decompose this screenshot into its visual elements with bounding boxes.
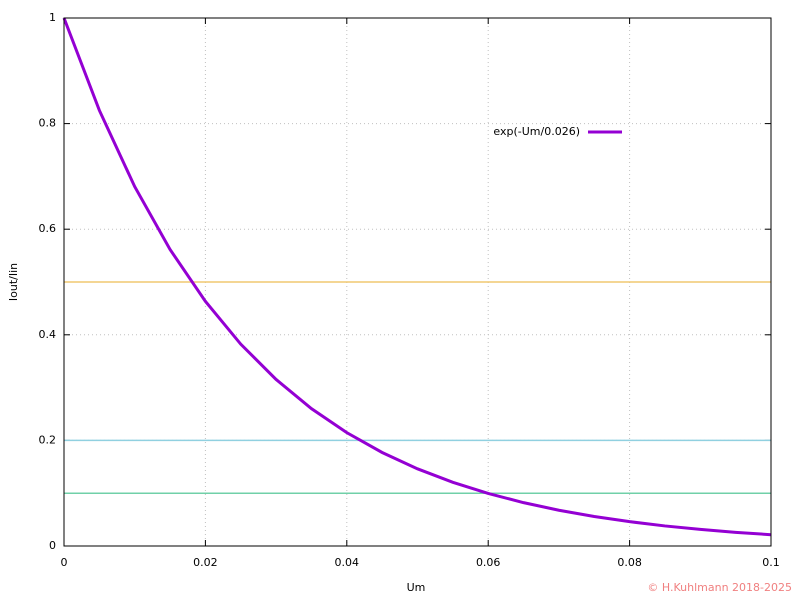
legend-label: exp(-Um/0.026) bbox=[493, 125, 580, 138]
credit: © H.Kuhlmann 2018-2025 bbox=[647, 581, 792, 594]
y-tick-label: 1 bbox=[49, 11, 56, 24]
x-tick-label: 0.06 bbox=[476, 556, 501, 569]
y-tick-label: 0.6 bbox=[39, 222, 57, 235]
x-tick-label: 0 bbox=[61, 556, 68, 569]
y-tick-label: 0.2 bbox=[39, 433, 57, 446]
plot-frame bbox=[63, 17, 772, 547]
line bbox=[62, 17, 772, 537]
y-tick-label: 0.8 bbox=[39, 117, 57, 130]
y-tick-label: 0.4 bbox=[39, 328, 57, 341]
x-tick-label: 0.04 bbox=[335, 556, 360, 569]
x-tick-label: 0.1 bbox=[762, 556, 780, 569]
x-tick-label: 0.08 bbox=[617, 556, 642, 569]
y-axis-label: Iout/Iin bbox=[7, 263, 20, 301]
y-tick-label: 0 bbox=[49, 539, 56, 552]
x-tick-label: 0.02 bbox=[193, 556, 218, 569]
x-axis-label: Um bbox=[407, 581, 426, 594]
